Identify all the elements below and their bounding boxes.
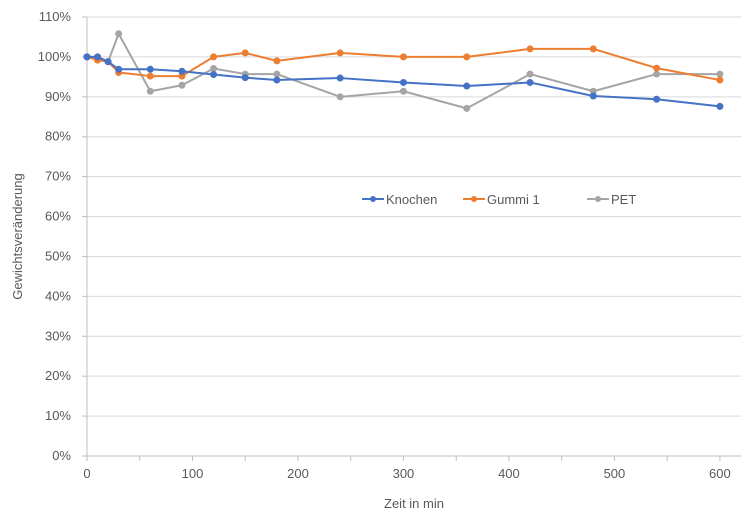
data-point [210, 70, 218, 78]
data-point [526, 45, 534, 53]
data-point [210, 64, 218, 72]
y-tick-label: 20% [45, 368, 71, 383]
series-line [87, 32, 720, 110]
legend-label: PET [611, 192, 636, 207]
y-tick-label: 0% [52, 448, 71, 463]
x-tick-labels: 0 100 200 300 400 500 600 [83, 466, 730, 481]
y-tick-label: 110% [39, 9, 72, 24]
data-point [653, 70, 661, 78]
data-point [653, 95, 661, 103]
data-point [241, 74, 249, 82]
data-point [716, 76, 724, 84]
y-tick-label: 90% [45, 89, 71, 104]
data-point [146, 87, 154, 95]
x-tick-label: 200 [287, 466, 309, 481]
data-point [336, 93, 344, 101]
data-point [178, 67, 186, 75]
y-tick-label: 40% [45, 288, 71, 303]
data-point [210, 53, 218, 61]
y-axis-title: Gewichtsveränderung [10, 173, 25, 299]
x-axis-title: Zeit in min [384, 496, 444, 511]
legend-marker [370, 196, 376, 202]
y-tick-label: 10% [45, 408, 71, 423]
data-point [589, 45, 597, 53]
legend-label: Gummi 1 [487, 192, 540, 207]
data-point [716, 102, 724, 110]
y-tick-label: 60% [45, 209, 71, 224]
x-tick-label: 0 [83, 466, 90, 481]
data-point [336, 49, 344, 57]
series-gummi-1 [83, 45, 724, 84]
x-tick-label: 600 [709, 466, 731, 481]
data-point [83, 53, 91, 61]
x-tick-label: 300 [393, 466, 415, 481]
data-point [463, 104, 471, 112]
data-point [146, 72, 154, 80]
data-point [104, 58, 112, 66]
data-point [115, 30, 123, 38]
y-tick-label: 30% [45, 328, 71, 343]
data-point [94, 53, 102, 61]
axes [82, 16, 741, 461]
legend-entry: PET [587, 192, 636, 207]
y-tick-labels: 0% 10% 20% 30% 40% 50% 60% 70% 80% 90% 100% 110% [38, 9, 72, 463]
data-point [146, 65, 154, 73]
y-tick-label: 100% [38, 49, 72, 64]
data-point [273, 57, 281, 65]
data-point [273, 70, 281, 78]
data-point [178, 81, 186, 89]
gridlines [87, 16, 741, 417]
legend-entry: Gummi 1 [463, 192, 540, 207]
data-point [653, 64, 661, 72]
data-point [399, 87, 407, 95]
data-point [241, 49, 249, 57]
series-line [86, 47, 721, 82]
data-point [526, 78, 534, 86]
y-tick-label: 70% [45, 169, 71, 184]
x-tick-label: 100 [182, 466, 204, 481]
data-point [463, 53, 471, 61]
series-line [87, 55, 721, 108]
data-point [526, 70, 534, 78]
data-point [399, 53, 407, 61]
series-knochen [83, 53, 724, 110]
legend-marker [471, 196, 477, 202]
legend-entry: Knochen [362, 192, 437, 207]
legend-label: Knochen [386, 192, 437, 207]
data-point [463, 82, 471, 90]
data-point [336, 74, 344, 82]
data-point [273, 76, 281, 84]
legend-marker [595, 196, 601, 202]
data-point [589, 92, 597, 100]
x-tick-label: 500 [604, 466, 626, 481]
x-tick-label: 400 [498, 466, 520, 481]
data-point [716, 70, 724, 78]
series-group [83, 30, 724, 112]
y-tick-label: 50% [45, 248, 71, 263]
legend: Knochen Gummi 1 PET [362, 192, 636, 207]
data-point [399, 78, 407, 86]
y-tick-label: 80% [45, 129, 71, 144]
data-point [115, 65, 123, 73]
